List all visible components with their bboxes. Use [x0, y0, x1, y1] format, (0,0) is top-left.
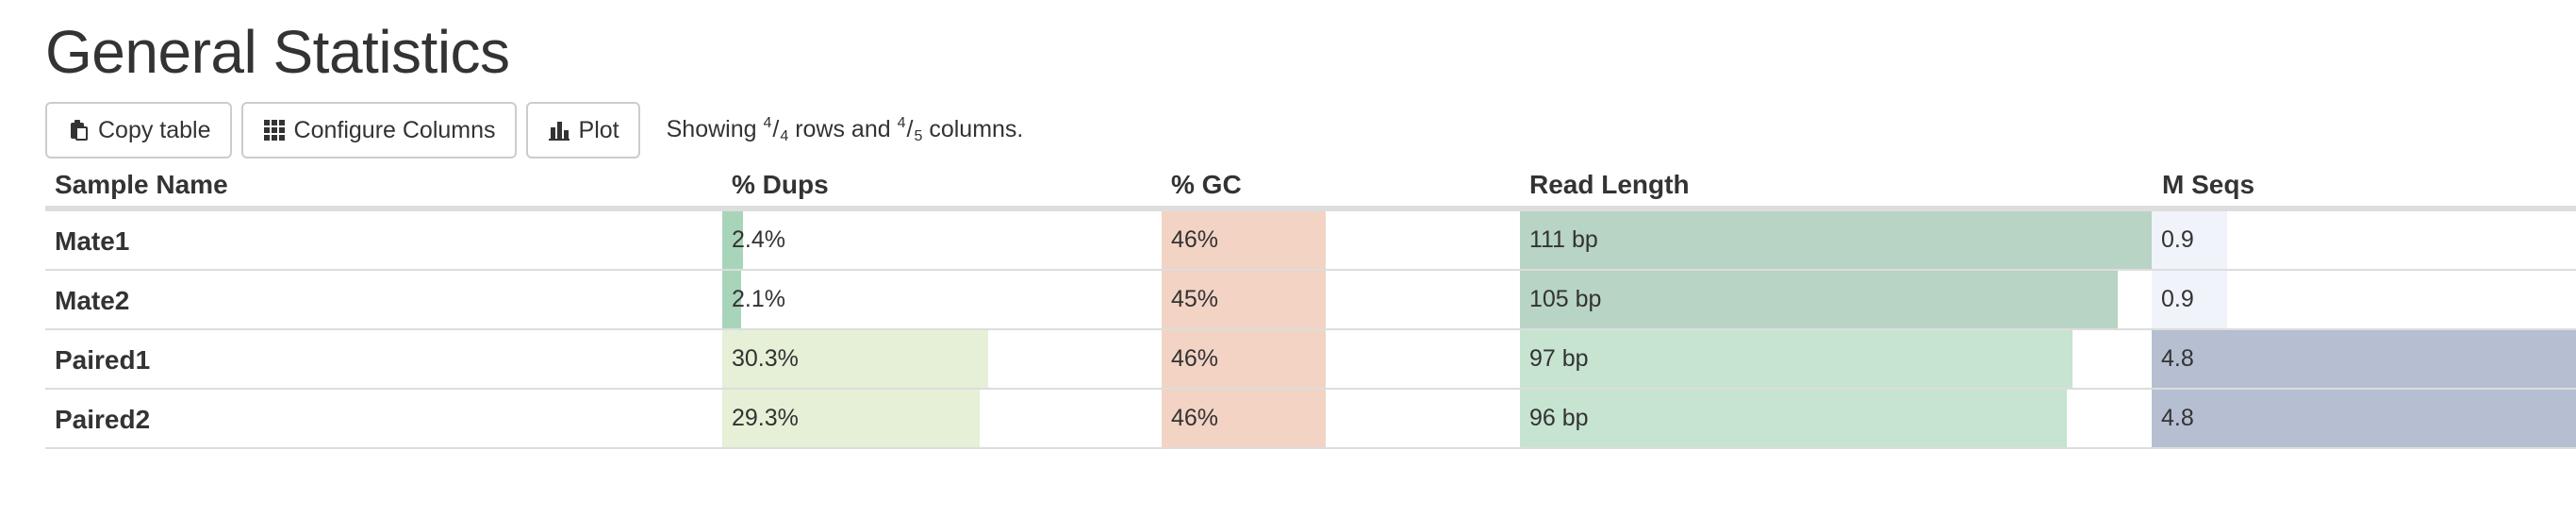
- bar-gc: [1162, 330, 1326, 388]
- header-dups[interactable]: % Dups: [732, 170, 829, 199]
- bar-readlen: [1520, 211, 2152, 269]
- header-read-length[interactable]: Read Length: [1529, 170, 1690, 199]
- header-sample-name[interactable]: Sample Name: [55, 170, 228, 199]
- cell-dups: 30.3%: [722, 330, 1162, 388]
- value-mseqs: 4.8: [2161, 405, 2194, 431]
- bar-gc: [1162, 211, 1326, 269]
- table-header: Sample Name % Dups % GC Read Length M Se…: [45, 162, 2576, 211]
- bar-dups: [722, 271, 741, 328]
- value-gc: 46%: [1171, 405, 1219, 431]
- value-gc: 46%: [1171, 226, 1219, 253]
- configure-columns-label: Configure Columns: [293, 116, 496, 143]
- bar-readlen: [1520, 390, 2067, 447]
- sample-name: Mate2: [55, 286, 130, 315]
- cell-gc: 45%: [1162, 271, 1520, 328]
- bar-mseqs: [2152, 211, 2227, 269]
- bar-readlen: [1520, 271, 2118, 328]
- rows-total: 4: [780, 128, 789, 144]
- table-row: Paired2 29.3% 46% 96 bp 4.8: [45, 390, 2576, 449]
- value-gc: 46%: [1171, 345, 1219, 372]
- value-dups: 29.3%: [732, 405, 799, 431]
- page-title: General Statistics: [45, 18, 510, 86]
- cell-readlen: 96 bp: [1520, 390, 2152, 447]
- sample-name: Paired2: [55, 405, 151, 434]
- bar-gc: [1162, 390, 1326, 447]
- bar-dups: [722, 211, 744, 269]
- bar-mseqs: [2152, 271, 2227, 328]
- cell-readlen: 97 bp: [1520, 330, 2152, 388]
- cell-dups: 2.4%: [722, 211, 1162, 269]
- configure-columns-button[interactable]: Configure Columns: [240, 102, 517, 158]
- toolbar: Copy table Configure Columns Plot: [45, 102, 1023, 158]
- sample-name: Paired1: [55, 345, 151, 375]
- value-dups: 2.4%: [732, 226, 785, 253]
- cell-gc: 46%: [1162, 211, 1520, 269]
- cell-dups: 2.1%: [722, 271, 1162, 328]
- value-readlen: 111 bp: [1529, 226, 1598, 253]
- value-readlen: 96 bp: [1529, 405, 1589, 431]
- plot-button[interactable]: Plot: [525, 102, 640, 158]
- bar-mseqs: [2152, 330, 2576, 388]
- value-mseqs: 0.9: [2161, 226, 2194, 253]
- table-row: Mate2 2.1% 45% 105 bp 0.9: [45, 271, 2576, 330]
- table-body: Mate1 2.4% 46% 111 bp 0.9 Mate2 2.1% 45% 105 bp 0…: [45, 211, 2576, 449]
- header-gc[interactable]: % GC: [1171, 170, 1242, 199]
- bar-dups: [722, 390, 981, 447]
- copy-table-label: Copy table: [98, 116, 211, 143]
- value-readlen: 105 bp: [1529, 286, 1602, 312]
- cell-readlen: 105 bp: [1520, 271, 2152, 328]
- showing-summary: Showing 4/4 rows and 4/5 columns.: [666, 115, 1024, 144]
- value-mseqs: 4.8: [2161, 345, 2194, 372]
- cell-dups: 29.3%: [722, 390, 1162, 447]
- cell-gc: 46%: [1162, 390, 1520, 447]
- value-dups: 30.3%: [732, 345, 799, 372]
- cell-mseqs: 0.9: [2152, 271, 2576, 328]
- bar-chart-icon: [547, 118, 571, 142]
- cell-readlen: 111 bp: [1520, 211, 2152, 269]
- header-m-seqs[interactable]: M Seqs: [2162, 170, 2255, 199]
- grid-icon: [262, 118, 287, 142]
- clipboard-icon: [66, 118, 91, 142]
- sample-name: Mate1: [55, 226, 130, 256]
- rows-shown: 4: [763, 115, 772, 131]
- value-gc: 45%: [1171, 286, 1219, 312]
- table-row: Mate1 2.4% 46% 111 bp 0.9: [45, 211, 2576, 271]
- bar-gc: [1162, 271, 1326, 328]
- bar-readlen: [1520, 330, 2072, 388]
- table-row: Paired1 30.3% 46% 97 bp 4.8: [45, 330, 2576, 390]
- cols-shown: 4: [897, 115, 906, 131]
- value-mseqs: 0.9: [2161, 286, 2194, 312]
- cell-mseqs: 0.9: [2152, 211, 2576, 269]
- copy-table-button[interactable]: Copy table: [45, 102, 232, 158]
- cols-total: 5: [914, 128, 923, 144]
- general-stats-table: Sample Name % Dups % GC Read Length M Se…: [45, 162, 2576, 449]
- plot-label: Plot: [578, 116, 619, 143]
- cell-mseqs: 4.8: [2152, 390, 2576, 447]
- value-dups: 2.1%: [732, 286, 785, 312]
- bar-mseqs: [2152, 390, 2576, 447]
- bar-dups: [722, 330, 989, 388]
- value-readlen: 97 bp: [1529, 345, 1589, 372]
- cell-mseqs: 4.8: [2152, 330, 2576, 388]
- cell-gc: 46%: [1162, 330, 1520, 388]
